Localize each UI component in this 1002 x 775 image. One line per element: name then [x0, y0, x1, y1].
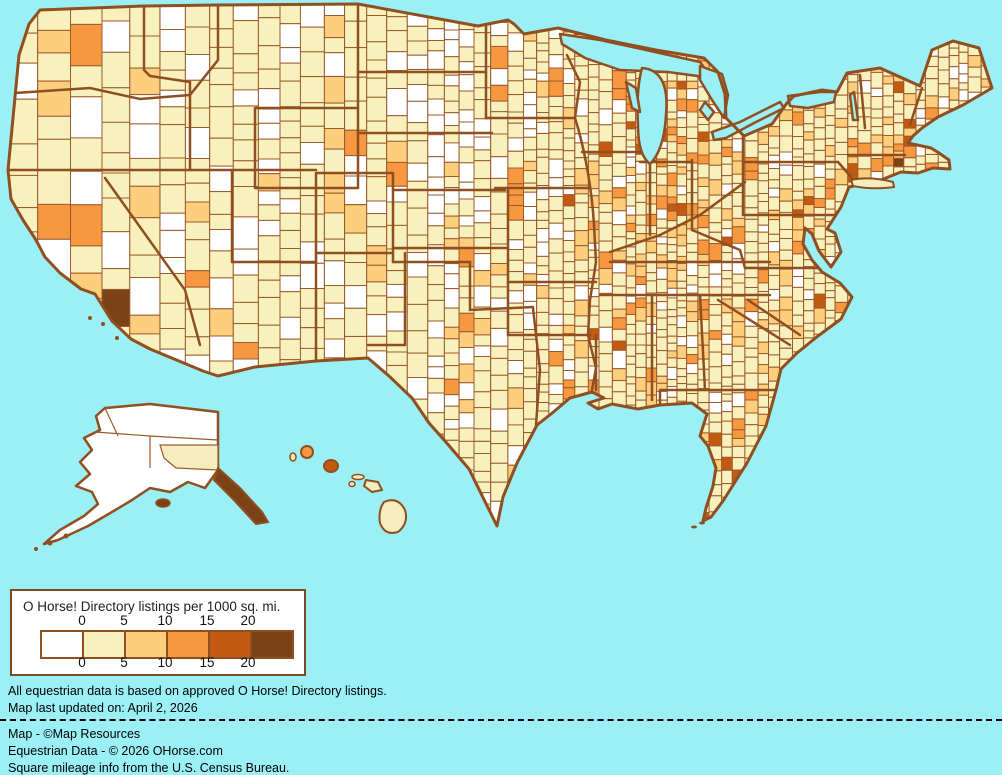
legend-swatch-4	[210, 632, 252, 657]
legend-tick-top-5: 5	[120, 613, 128, 628]
square-mileage-credit: Square mileage info from the U.S. Census…	[8, 761, 290, 775]
long-island	[849, 177, 896, 190]
legend-tick-top-0: 0	[78, 613, 86, 628]
oahu	[323, 459, 339, 473]
kauai	[300, 445, 314, 459]
conus-outline	[6, 2, 994, 528]
great-lakes	[558, 32, 860, 166]
legend-title: O Horse! Directory listings per 1000 sq.…	[23, 599, 281, 614]
molokai	[351, 473, 365, 481]
map-credit: Map - ©Map Resources	[8, 727, 141, 741]
legend-tick-bot-5: 5	[120, 655, 128, 670]
coastal-islands	[88, 316, 705, 529]
lake-champlain	[848, 90, 860, 122]
state-borders	[8, 4, 924, 427]
niihau	[289, 452, 297, 462]
legend-box: O Horse! Directory listings per 1000 sq.…	[10, 589, 306, 676]
legend-swatch-2	[126, 632, 168, 657]
legend-swatch-1	[84, 632, 126, 657]
green-bay	[624, 80, 642, 114]
data-disclaimer-note: All equestrian data is based on approved…	[8, 684, 387, 698]
maui	[363, 479, 383, 493]
legend-tick-bot-20: 20	[240, 655, 256, 670]
hawaii	[289, 445, 408, 534]
legend-tick-bot-15: 15	[199, 655, 215, 670]
legend-swatch-5	[252, 632, 292, 657]
legend-tick-bot-0: 0	[78, 655, 86, 670]
legend-tick-top-15: 15	[199, 613, 215, 628]
legend-swatch-3	[168, 632, 210, 657]
last-updated-note: Map last updated on: April 2, 2026	[8, 701, 198, 715]
big-island	[378, 499, 408, 534]
legend-tick-top-20: 20	[240, 613, 256, 628]
lanai	[348, 480, 356, 488]
equestrian-data-credit: Equestrian Data - © 2026 OHorse.com	[8, 744, 223, 758]
legend-swatch-0	[42, 632, 84, 657]
saginaw-bay	[698, 100, 716, 122]
kodiak-island	[155, 498, 171, 508]
dashed-separator	[0, 719, 1002, 721]
legend-color-bar	[40, 630, 294, 659]
alaska-panhandle	[212, 466, 270, 526]
legend-tick-top-10: 10	[157, 613, 173, 628]
alaska	[34, 402, 270, 551]
lake-superior	[558, 32, 714, 80]
legend-tick-bot-10: 10	[157, 655, 173, 670]
